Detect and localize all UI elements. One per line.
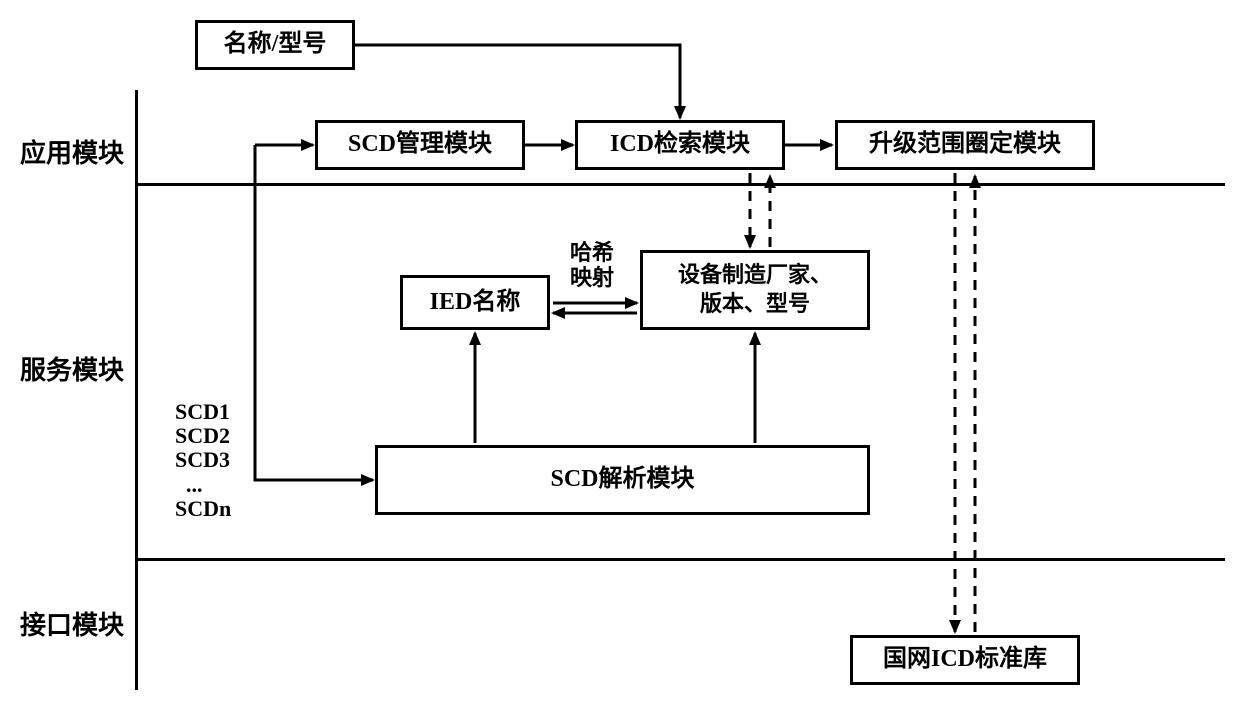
box-icd-std-lib-label: 国网ICD标准库 [883, 644, 1047, 675]
arrows-layer [0, 0, 1240, 706]
box-scd-parse-label: SCD解析模块 [550, 464, 694, 495]
box-device-info-label: 设备制造厂家、 版本、型号 [678, 261, 832, 318]
box-icd-search: ICD检索模块 [575, 120, 785, 170]
frame-v1 [135, 90, 138, 690]
box-scd-parse: SCD解析模块 [375, 445, 870, 515]
box-ied-name-label: IED名称 [430, 287, 521, 318]
row-label-service: 服务模块 [20, 350, 124, 387]
arrow-name-to-icd [355, 45, 680, 118]
label-hash-map: 哈希 映射 [570, 240, 614, 291]
box-device-info: 设备制造厂家、 版本、型号 [640, 250, 870, 330]
frame-h1 [135, 183, 1225, 186]
row-label-app: 应用模块 [20, 133, 124, 170]
box-upgrade-scope: 升级范围圈定模块 [835, 120, 1095, 170]
box-scd-mgmt-label: SCD管理模块 [348, 129, 492, 160]
box-upgrade-scope-label: 升级范围圈定模块 [869, 129, 1061, 160]
box-name-model-label: 名称/型号 [224, 29, 327, 60]
box-ied-name: IED名称 [400, 275, 550, 330]
box-scd-mgmt: SCD管理模块 [315, 120, 525, 170]
box-name-model: 名称/型号 [195, 20, 355, 70]
box-icd-search-label: ICD检索模块 [610, 129, 750, 160]
arrow-scdn-trunk [255, 145, 373, 480]
frame-h2 [135, 558, 1225, 561]
row-label-interface: 接口模块 [20, 605, 124, 642]
box-icd-std-lib: 国网ICD标准库 [850, 635, 1080, 685]
label-scd-list: SCD1 SCD2 SCD3 ... SCDn [175, 400, 231, 521]
